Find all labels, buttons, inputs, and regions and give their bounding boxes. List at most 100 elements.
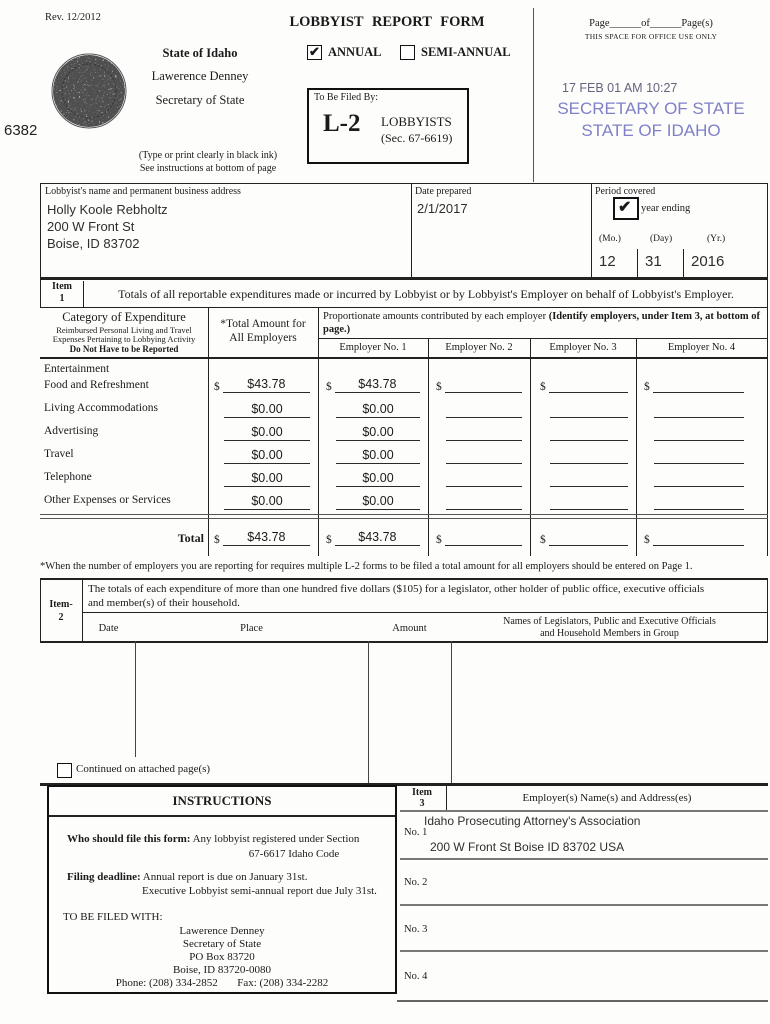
filed-by-who: LOBBYISTS	[381, 114, 452, 129]
amount-emp3-row2[interactable]	[550, 425, 628, 441]
lobbyist-address-2[interactable]: Boise, ID 83702	[47, 236, 140, 251]
employer-no-label: No. 2	[404, 877, 428, 888]
category-col-sub1: Reimbursed Personal Living and Travel	[56, 325, 192, 335]
amount-emp2-row5[interactable]	[446, 494, 522, 510]
page-of-pages[interactable]: Page______of______Page(s)	[589, 18, 713, 29]
amount-emp1-totalrow[interactable]: $ $43.78	[326, 530, 420, 546]
amount-emp2-row3[interactable]	[446, 448, 522, 464]
amount-emp1-row0[interactable]: $ $43.78	[326, 377, 420, 393]
semi-annual-checkbox[interactable]	[400, 45, 415, 60]
item3-row-divider-3	[400, 950, 768, 952]
dollar-sign: $	[644, 381, 650, 393]
amount-total-row0[interactable]: $ $43.78	[214, 377, 310, 393]
period-col-divider-1	[637, 249, 638, 279]
table-col-line-5	[636, 338, 637, 556]
amount-total-row1[interactable]: $0.00	[224, 402, 310, 418]
amount-emp2-row0[interactable]: $	[436, 377, 522, 393]
amount-emp4-row1[interactable]	[654, 402, 744, 418]
table-col-line-4	[530, 338, 531, 556]
dollar-sign: $	[214, 381, 220, 393]
period-col-divider-2	[683, 249, 684, 279]
dollar-sign: $	[326, 534, 332, 546]
lobbyist-name[interactable]: Holly Koole Rebholtz	[47, 202, 168, 217]
amount-emp3-totalrow[interactable]: $	[540, 530, 628, 546]
year-label: (Yr.)	[707, 234, 726, 244]
amount-emp1-row1[interactable]: $0.00	[336, 402, 420, 418]
amount-emp1-row3[interactable]: $0.00	[336, 448, 420, 464]
lobbyist-address-label: Lobbyist's name and permanent business a…	[45, 186, 241, 197]
amount-emp1-row4[interactable]: $0.00	[336, 471, 420, 487]
amount-emp2-row4[interactable]	[446, 471, 522, 487]
amount-emp4-row5[interactable]	[654, 494, 744, 510]
proportionate-header: Proportionate amounts contributed by eac…	[323, 310, 763, 336]
amount-total-row3[interactable]: $0.00	[224, 448, 310, 464]
amount-total-totalrow[interactable]: $ $43.78	[214, 530, 310, 546]
amount-emp3-row1[interactable]	[550, 402, 628, 418]
item2-header-bottom-line	[40, 641, 768, 643]
item3-number: 3	[419, 798, 425, 809]
continued-label: Continued on attached page(s)	[76, 763, 211, 775]
amount-emp3-row4[interactable]	[550, 471, 628, 487]
lobbyist-address-value[interactable]: Holly Koole Rebholtz 200 W Front St Bois…	[47, 201, 168, 252]
employer-3-header: Employer No. 3	[549, 342, 617, 353]
period-covered-divider	[591, 184, 592, 279]
amount-emp3-row3[interactable]	[550, 448, 628, 464]
amount-emp4-row2[interactable]	[654, 425, 744, 441]
table-header-bottom-line	[40, 357, 768, 359]
item3-row-divider-1	[400, 858, 768, 860]
period-month-value[interactable]: 12	[599, 253, 616, 270]
amount-emp3-row5[interactable]	[550, 494, 628, 510]
table-col-line-3	[428, 338, 429, 556]
year-ending-checkbox[interactable]: ✔	[613, 197, 639, 220]
item1-number: 1	[59, 293, 65, 304]
header-divider	[533, 8, 534, 182]
amount-total-row2[interactable]: $0.00	[224, 425, 310, 441]
category-col-sub2: Expenses Pertaining to Lobbying Activity	[52, 334, 196, 344]
period-day-value[interactable]: 31	[645, 253, 662, 270]
amount-total-row5[interactable]: $0.00	[224, 494, 310, 510]
item3-row-divider-2	[400, 904, 768, 906]
item2-description: The totals of each expenditure of more t…	[88, 582, 764, 610]
amount-emp2-totalrow[interactable]: $	[436, 530, 522, 546]
item1-band: Item 1 Totals of all reportable expendit…	[40, 278, 768, 308]
state-seal	[50, 52, 128, 130]
amount-emp1-row5[interactable]: $0.00	[336, 494, 420, 510]
date-prepared-label: Date prepared	[415, 186, 472, 197]
proportionate-normal: Proportionate amounts contributed by eac…	[323, 311, 549, 322]
footnote: *When the number of employers you are re…	[40, 561, 693, 572]
amount-emp2-row1[interactable]	[446, 402, 522, 418]
employer-1-address[interactable]: 200 W Front St Boise ID 83702 USA	[430, 840, 625, 854]
secretary-name: Lawerence Denney	[151, 69, 249, 83]
received-timestamp: 17 FEB 01 AM 10:27	[562, 81, 678, 95]
continued-checkbox[interactable]	[57, 763, 72, 778]
category-col-sub3: Do Not Have to be Reported	[69, 344, 179, 354]
who-should-file-label: Who should file this form:	[67, 833, 191, 845]
amount-emp2-row2[interactable]	[446, 425, 522, 441]
amount-emp3-row0[interactable]: $	[540, 377, 628, 393]
employer-header-top-line	[318, 338, 768, 339]
amount-emp4-totalrow[interactable]: $	[644, 530, 744, 546]
dollar-sign: $	[644, 534, 650, 546]
lobbyist-address-1[interactable]: 200 W Front St	[47, 219, 135, 234]
amount-total-row4[interactable]: $0.00	[224, 471, 310, 487]
item2-col-amount: Amount	[392, 623, 427, 634]
category-row-label: Living Accommodations	[44, 402, 159, 414]
amount-emp4-row3[interactable]	[654, 448, 744, 464]
filing-deadline-label: Filing deadline:	[67, 871, 141, 883]
amount-emp1-row2[interactable]: $0.00	[336, 425, 420, 441]
employer-4-header: Employer No. 4	[667, 342, 736, 353]
total-row-label: Total	[177, 531, 204, 545]
amount-emp4-row0[interactable]: $	[644, 377, 744, 393]
annual-checkbox[interactable]: ✔	[307, 45, 322, 60]
period-year-value[interactable]: 2016	[691, 253, 725, 270]
item3-header: Employer(s) Name(s) and Address(es)	[522, 792, 692, 804]
item2-body-line-amount	[451, 641, 452, 783]
annual-checkmark: ✔	[309, 44, 320, 59]
secretary-title: Secretary of State	[155, 93, 245, 107]
period-covered-label: Period covered	[595, 186, 656, 197]
date-prepared-value[interactable]: 2/1/2017	[417, 201, 468, 216]
item3-bottom-line	[397, 1000, 768, 1002]
employer-1-name[interactable]: Idaho Prosecuting Attorney's Association	[424, 814, 641, 828]
amount-emp4-row4[interactable]	[654, 471, 744, 487]
